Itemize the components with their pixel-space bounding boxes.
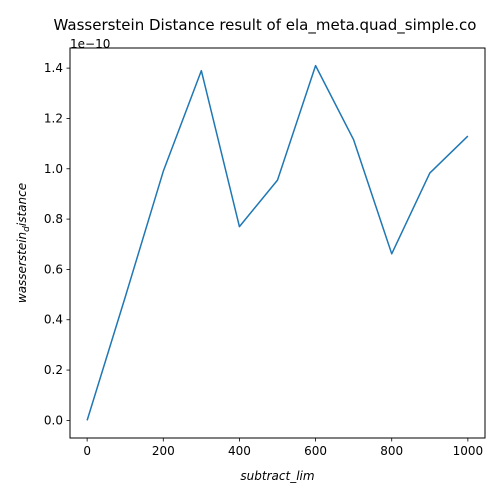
x-tick-label: 600 — [304, 444, 327, 458]
x-tick-label: 0 — [83, 444, 91, 458]
x-tick-label: 1000 — [453, 444, 484, 458]
series-line — [86, 64, 469, 421]
y-axis-label: wassersteindistance — [15, 183, 32, 303]
y-tick-label: 0.2 — [44, 363, 63, 377]
y-axis-label-tail: istance — [15, 183, 29, 226]
y-tick-label: 1.0 — [44, 162, 63, 176]
y-tick-label: 1.4 — [44, 61, 63, 75]
y-tick-label: 0.4 — [44, 313, 63, 327]
x-tick-label: 800 — [380, 444, 403, 458]
y-tick-label: 1.2 — [44, 111, 63, 125]
y-axis-label-subscript: d — [22, 226, 32, 232]
chart-title: Wasserstein Distance result of ela_meta.… — [54, 16, 477, 35]
plot-frame — [69, 47, 486, 439]
x-axis-label: subtract_lim — [240, 469, 314, 483]
x-axis-ticks: 0 200 400 600 800 1000 — [83, 438, 483, 458]
x-tick-label: 200 — [152, 444, 175, 458]
y-tick-label: 0.0 — [44, 413, 63, 427]
y-offset-text: 1e−10 — [70, 37, 110, 51]
x-tick-label: 400 — [228, 444, 251, 458]
y-tick-label: 0.8 — [44, 212, 63, 226]
y-tick-label: 0.6 — [44, 262, 63, 276]
y-axis-label-main: wasserstein — [15, 232, 29, 303]
y-axis-ticks: 0.0 0.2 0.4 0.6 0.8 1.0 1.2 1.4 — [44, 61, 70, 427]
